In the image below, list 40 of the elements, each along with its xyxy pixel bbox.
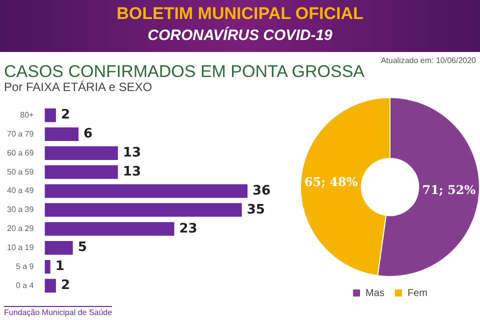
bar bbox=[44, 146, 118, 160]
text: BOLETIM MUNICIPAL OFICIAL bbox=[116, 4, 364, 24]
text: CORONAVÍRUS COVID-19 bbox=[146, 27, 334, 44]
data-label: 35 bbox=[246, 202, 265, 218]
bar bbox=[44, 127, 78, 142]
chart-subtitle: Por FAIXA ETÁRIA e SEXO bbox=[4, 80, 152, 94]
y-tick-label: 60 a 69 bbox=[6, 148, 34, 158]
data-label: 71; 52% bbox=[422, 183, 476, 198]
data-label: 2 bbox=[60, 108, 70, 123]
y-tick-label: 80+ bbox=[20, 110, 34, 120]
bar bbox=[44, 241, 73, 255]
legend-label: Mas bbox=[366, 288, 384, 299]
bar bbox=[44, 203, 242, 217]
legend-label: Fem bbox=[407, 288, 428, 299]
y-tick-label: 50 a 59 bbox=[6, 167, 34, 176]
bar bbox=[44, 278, 56, 293]
data-label: 65; 48% bbox=[304, 175, 358, 190]
y-tick-label: 5 a 9 bbox=[16, 262, 34, 271]
y-tick-label: 40 a 49 bbox=[6, 186, 34, 196]
data-label: 1 bbox=[55, 259, 64, 274]
bar bbox=[44, 108, 56, 122]
y-tick-label: 10 a 19 bbox=[6, 243, 34, 252]
data-label: 36 bbox=[252, 183, 271, 198]
data-label: 23 bbox=[179, 221, 198, 236]
y-tick-label: 30 a 39 bbox=[6, 205, 34, 214]
text: Fundação Municipal de Saúde bbox=[4, 306, 112, 317]
y-tick-label: 0 a 4 bbox=[16, 280, 34, 290]
bar bbox=[44, 184, 248, 198]
y-tick-label: 20 a 29 bbox=[6, 224, 34, 234]
chart-title: CASOS CONFIRMADOS EM PONTA GROSSA bbox=[4, 62, 365, 81]
data-label: 13 bbox=[122, 146, 142, 161]
y-tick-label: 70 a 79 bbox=[6, 129, 34, 138]
data-label: 5 bbox=[78, 240, 87, 256]
data-label: 13 bbox=[122, 164, 142, 180]
data-label: 2 bbox=[60, 278, 70, 294]
text: Atualizado em: 10/06/2020 bbox=[380, 56, 476, 65]
bar bbox=[44, 165, 118, 179]
data-label: 6 bbox=[83, 126, 93, 142]
bar bbox=[44, 222, 174, 236]
bar bbox=[44, 260, 50, 274]
